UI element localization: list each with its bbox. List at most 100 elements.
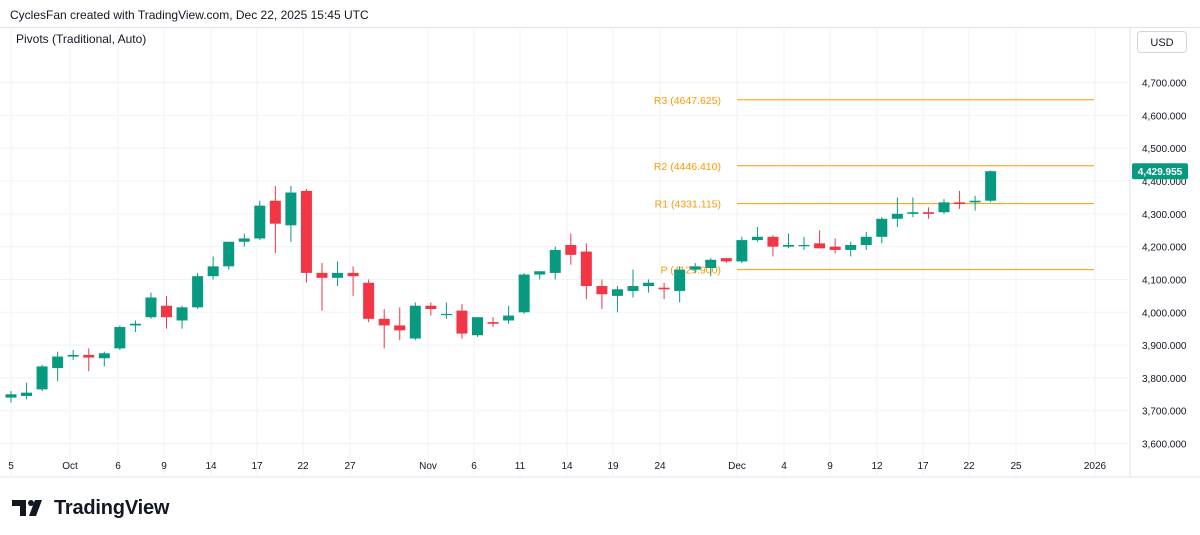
x-tick-label: 22 [963,461,975,472]
tradingview-logo[interactable]: TradingView [12,497,169,519]
candle-body [83,354,95,358]
candle [5,391,17,403]
candle-body [845,245,857,250]
y-tick-label: 4,300.000 [1142,210,1187,221]
x-tick-label: 19 [607,461,619,472]
x-tick-label: 12 [871,461,883,472]
price-axis[interactable]: 3,600.000 3,700.000 3,800.000 3,900.000 4,00… [1132,79,1188,451]
candle-body [922,212,934,214]
candle [176,305,188,329]
candle [300,189,312,283]
candle-body [300,190,312,273]
y-tick-label: 4,600.000 [1142,111,1187,122]
y-tick-label: 4,000.000 [1142,308,1187,319]
pivot-label-r3: R3 (4647.625) [654,95,721,107]
candle-body [223,241,235,267]
candle-body [21,392,33,396]
candle [689,263,701,273]
y-tick-label: 3,900.000 [1142,341,1187,352]
y-tick-label: 4,200.000 [1142,243,1187,254]
candle-body [5,394,17,398]
candle [845,241,857,257]
candle-body [269,200,281,224]
candle-body [161,305,172,318]
candle-body [472,317,483,336]
candle [954,190,966,209]
candle-body [767,236,779,247]
candle-body [565,245,577,255]
candle [98,351,110,367]
x-tick-label: 11 [515,461,526,472]
candle-body [534,271,546,275]
candle-body [627,286,639,291]
candle [456,304,468,339]
candle-body [985,171,997,201]
candle [285,185,297,242]
candle [52,351,64,382]
candle-body [67,354,79,357]
x-tick-label: Nov [419,461,437,472]
tradingview-logo-icon [12,500,42,516]
candle-body [611,289,623,296]
candle-body [674,269,686,291]
candlestick-chart[interactable]: R3 (4647.625) R2 (4446.410) R1 (4331.115) P… [0,0,1200,480]
candle-body [689,266,701,270]
y-tick-label: 3,700.000 [1142,407,1187,418]
candle-body [736,240,748,262]
y-tick-label: 3,800.000 [1142,374,1187,385]
candles [5,170,997,403]
x-tick-label: 2026 [1084,461,1107,472]
candle [378,308,390,349]
candle-body [285,192,297,226]
x-tick-label: 5 [8,461,14,472]
x-tick-label: 27 [344,461,356,472]
candle [705,258,717,277]
currency-button[interactable]: USD [1137,31,1187,53]
candle [876,217,888,244]
candle [829,238,841,254]
candle-body [52,356,64,369]
candle [767,235,779,257]
candle-body [876,218,888,237]
candle-body [425,305,437,309]
x-tick-label: 6 [115,461,121,472]
candle [783,233,794,249]
candle [736,236,748,264]
candle [472,317,483,337]
candle [67,350,79,360]
x-tick-label: 14 [561,461,573,472]
candle-body [814,243,826,249]
candle-body [954,202,966,205]
candle-body [254,205,266,239]
candle-body [207,266,219,277]
candle [518,272,530,314]
candle [161,295,172,329]
x-tick-label: 17 [251,461,263,472]
x-tick-label: 9 [827,461,833,472]
candle [129,320,141,332]
candle [207,256,219,280]
y-tick-label: 4,100.000 [1142,275,1187,286]
x-tick-label: 14 [205,461,217,472]
candle [580,243,592,300]
candle-body [456,310,468,334]
indicator-label[interactable]: Pivots (Traditional, Auto) [16,32,147,46]
time-axis[interactable]: 5 Oct 6 9 14 17 22 27 Nov 6 11 14 19 24 Dec 4 9 12 17 22 25 2… [8,461,1106,472]
candle [36,364,48,392]
x-tick-label: Oct [62,461,78,472]
candle-body [114,327,126,349]
candle [891,197,903,227]
candle [549,246,561,280]
candle-body [394,325,406,331]
candle [969,195,981,211]
y-tick-label: 4,400.000 [1142,177,1187,188]
x-tick-label: 4 [781,461,787,472]
candle-body [192,276,204,308]
candle [114,325,126,351]
candle [363,279,375,323]
candle [860,231,872,250]
candle-body [129,323,141,326]
candle-body [643,282,655,287]
candle [611,286,623,313]
candle-body [332,272,344,278]
